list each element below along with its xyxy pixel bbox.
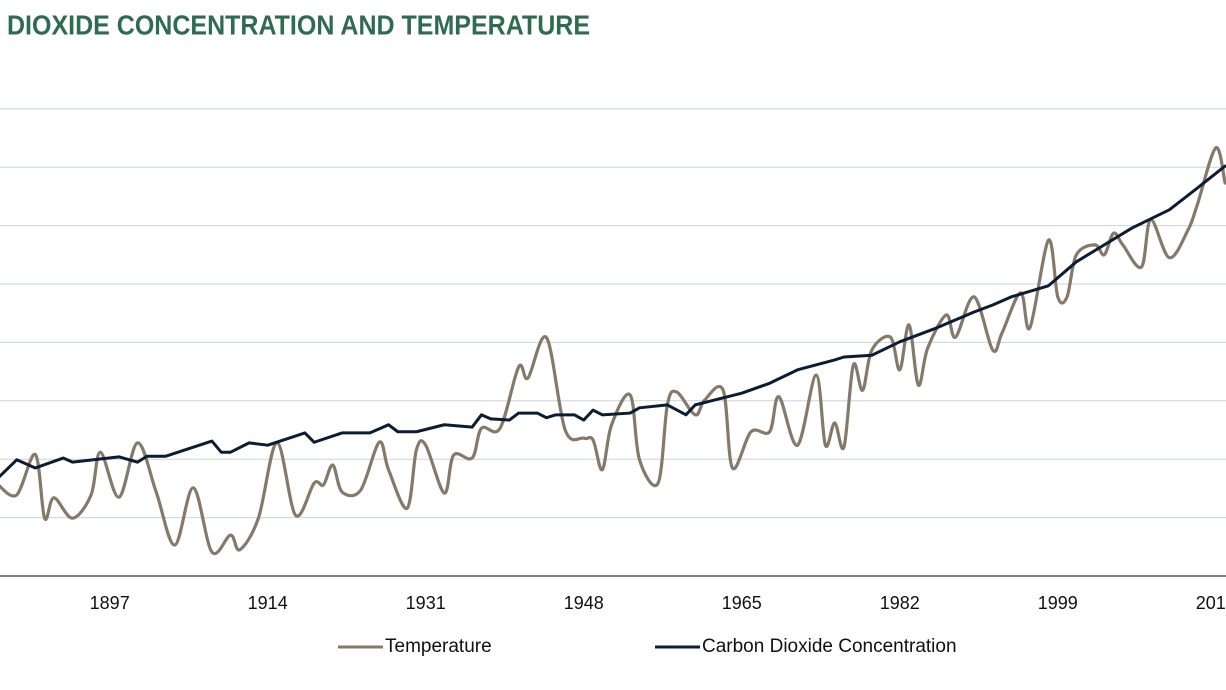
chart-title: DIOXIDE CONCENTRATION AND TEMPERATURE [7, 9, 590, 40]
series-line [0, 146, 1226, 556]
x-tick-label: 1914 [248, 593, 288, 613]
x-tick-label: 1982 [880, 593, 920, 613]
x-tick-label: 1965 [722, 593, 762, 613]
legend-label: Carbon Dioxide Concentration [702, 636, 957, 657]
x-tick-label: 1948 [564, 593, 604, 613]
x-tick-label: 1999 [1038, 593, 1078, 613]
x-tick-label: 2016 [1196, 593, 1226, 613]
x-tick-label: 1931 [406, 593, 446, 613]
series-line [0, 164, 1226, 479]
legend-label: Temperature [385, 636, 492, 657]
x-tick-label: 1897 [90, 593, 130, 613]
